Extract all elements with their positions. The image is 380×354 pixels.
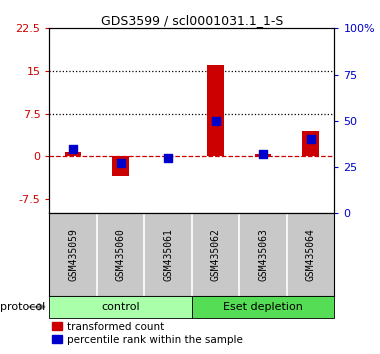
Bar — [49, 296, 192, 318]
Point — [213, 118, 219, 124]
Bar — [192, 296, 334, 318]
Bar — [255, 154, 271, 156]
Text: GSM435063: GSM435063 — [258, 228, 268, 281]
Title: GDS3599 / scl0001031.1_1-S: GDS3599 / scl0001031.1_1-S — [101, 14, 283, 27]
Point — [307, 137, 314, 142]
Bar — [302, 131, 319, 156]
Point — [260, 151, 266, 157]
Text: Eset depletion: Eset depletion — [223, 302, 303, 312]
Text: GSM435059: GSM435059 — [68, 228, 78, 281]
Bar — [160, 155, 176, 156]
Point — [165, 155, 171, 161]
Bar — [207, 65, 224, 156]
Bar — [65, 152, 81, 156]
Point — [70, 146, 76, 152]
Text: GSM435060: GSM435060 — [116, 228, 126, 281]
Bar — [112, 156, 129, 176]
Point — [118, 160, 124, 166]
Text: GSM435061: GSM435061 — [163, 228, 173, 281]
Legend: transformed count, percentile rank within the sample: transformed count, percentile rank withi… — [52, 322, 243, 345]
Text: control: control — [101, 302, 140, 312]
Text: protocol: protocol — [0, 302, 46, 312]
Text: GSM435062: GSM435062 — [211, 228, 221, 281]
Text: GSM435064: GSM435064 — [306, 228, 316, 281]
